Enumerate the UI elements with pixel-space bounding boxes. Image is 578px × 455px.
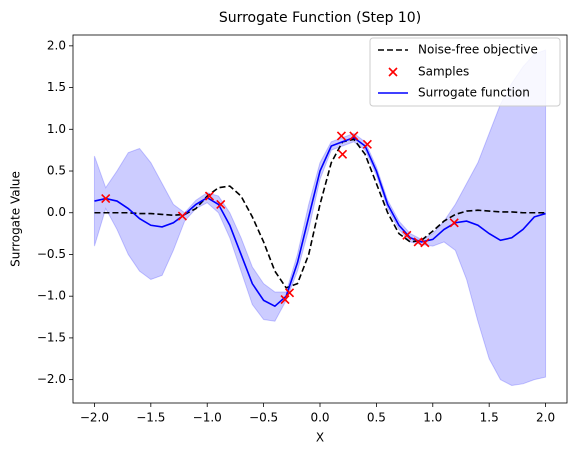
legend-label: Surrogate function — [418, 86, 530, 100]
sample-marker — [402, 230, 412, 240]
chart-title: Surrogate Function (Step 10) — [219, 10, 421, 26]
x-tick-label: −0.5 — [249, 411, 278, 425]
sample-marker — [101, 193, 111, 204]
sample-marker — [204, 191, 215, 201]
y-tick-label: 0.0 — [47, 205, 66, 219]
y-tick-label: −1.5 — [37, 330, 66, 344]
x-tick-label: 1.5 — [480, 411, 499, 425]
x-tick-label: 0.5 — [367, 411, 386, 425]
x-tick-label: 2.0 — [536, 411, 555, 425]
sample-marker — [349, 131, 359, 141]
x-axis-label: X — [316, 431, 324, 445]
sample-marker — [216, 199, 226, 209]
legend-box — [369, 37, 561, 107]
x-tick-label: −1.5 — [136, 411, 165, 425]
sample-marker — [284, 288, 295, 298]
y-tick-label: 1.0 — [47, 122, 66, 136]
y-tick-label: −0.5 — [37, 247, 66, 261]
sample-marker — [177, 211, 187, 221]
sample-marker — [337, 149, 348, 159]
y-tick-label: −2.0 — [37, 372, 66, 386]
sample-marker — [362, 139, 372, 149]
series-line — [94, 138, 546, 289]
sample-marker — [420, 238, 430, 248]
sample-marker — [280, 294, 290, 305]
x-tick-label: −1.0 — [193, 411, 222, 425]
y-tick-label: 0.5 — [47, 164, 66, 178]
x-tick-label: 0.0 — [310, 411, 329, 425]
x-tick-label: −2.0 — [80, 411, 109, 425]
series-line — [94, 136, 546, 308]
y-tick-label: 1.5 — [47, 80, 66, 94]
sample-marker — [336, 131, 346, 141]
legend-swatch — [388, 67, 398, 77]
legend-label: Noise-free objective — [418, 43, 538, 57]
y-tick-label: 2.0 — [47, 38, 66, 52]
y-axis-label: Surrogate Value — [9, 171, 23, 267]
x-tick-label: 1.0 — [423, 411, 442, 425]
sample-marker — [449, 218, 459, 228]
y-tick-label: −1.0 — [37, 289, 66, 303]
legend-label: Samples — [418, 65, 469, 79]
